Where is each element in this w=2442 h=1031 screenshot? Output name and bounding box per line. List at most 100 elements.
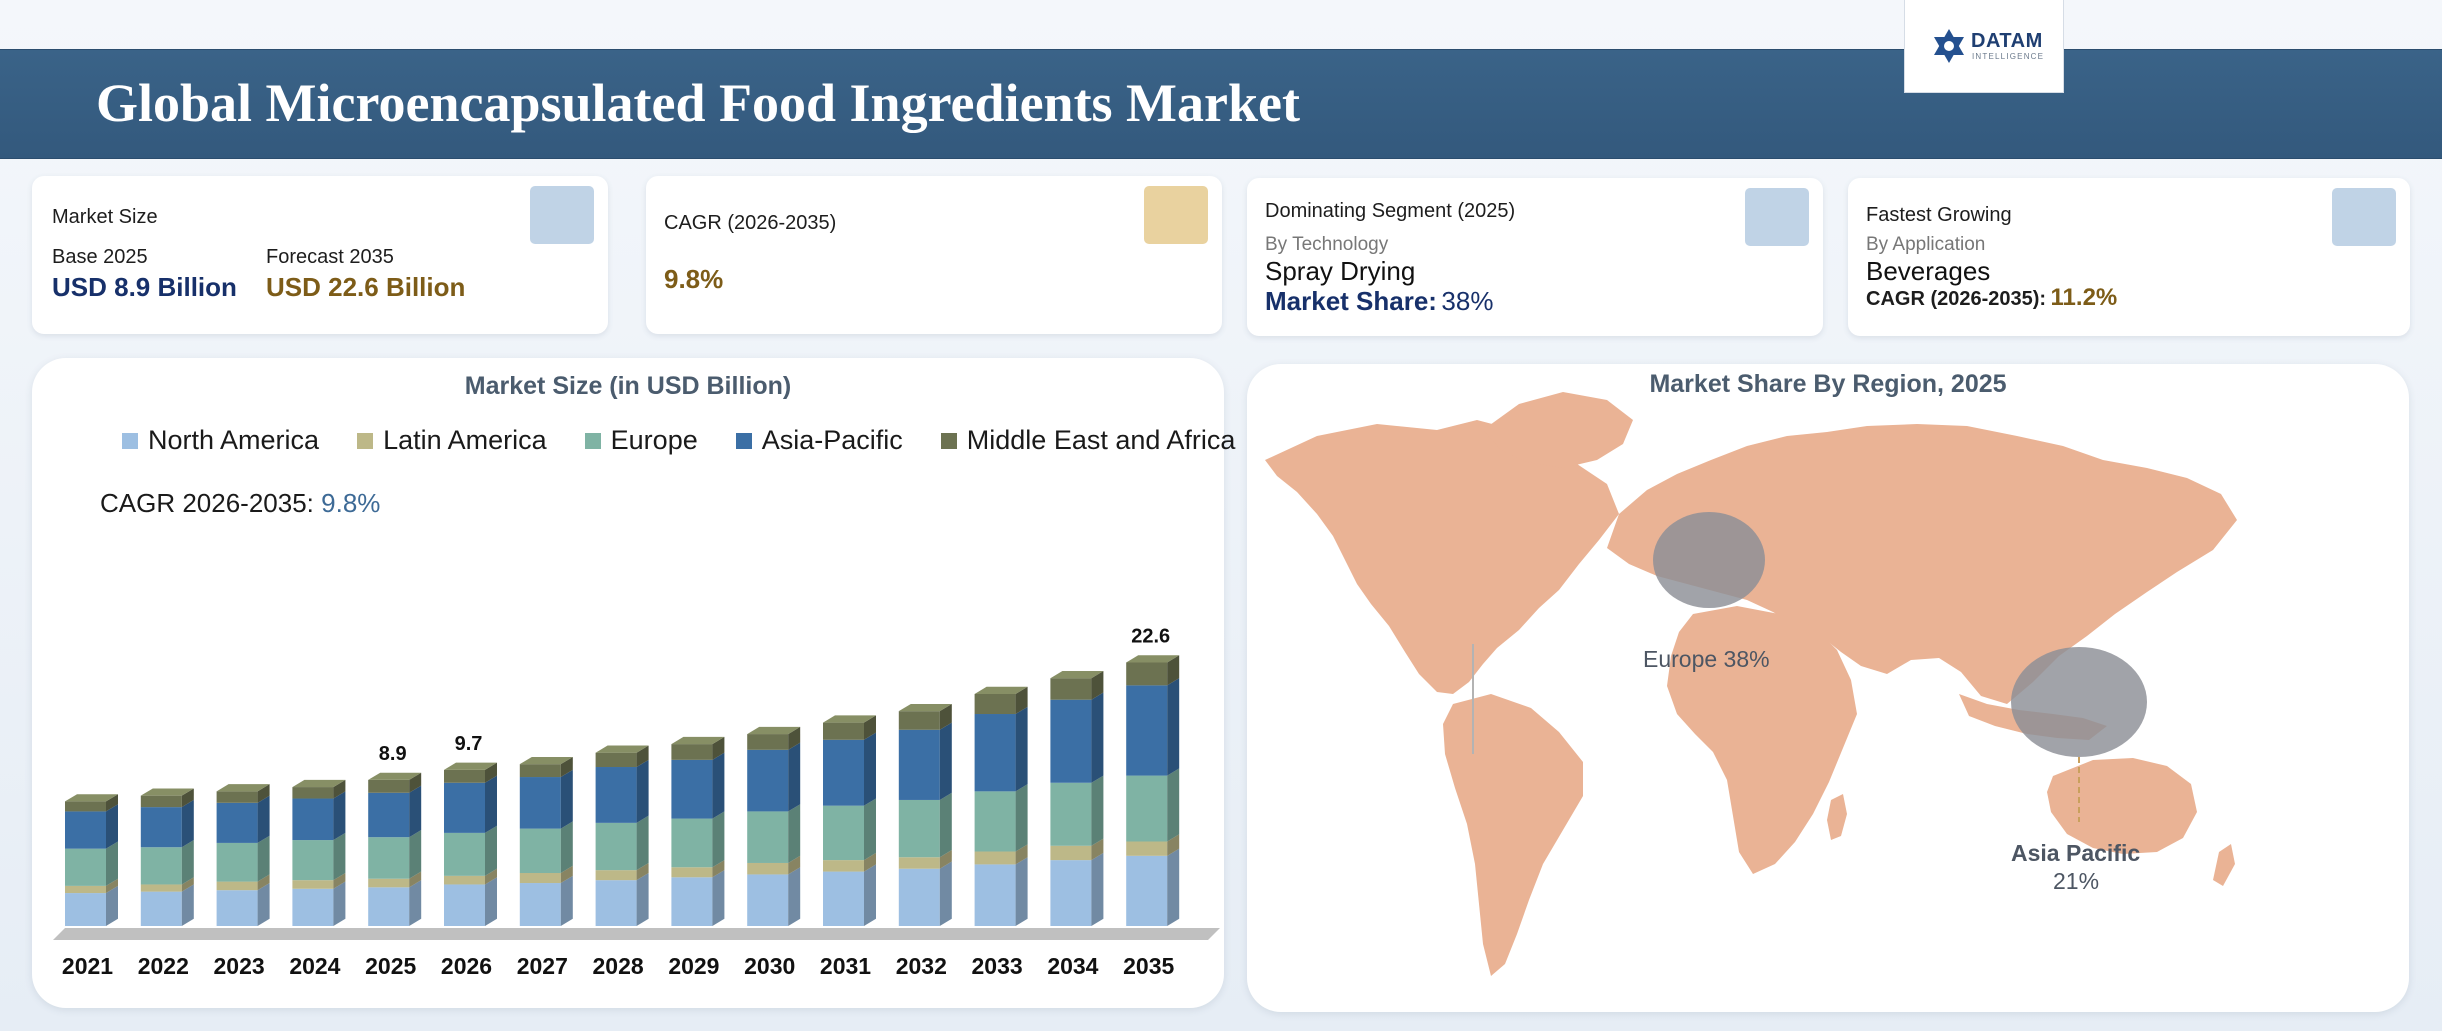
legend-label: North America	[148, 425, 320, 455]
north-america-landmass[interactable]	[1265, 420, 1619, 694]
bar-segment-side	[181, 877, 194, 892]
bar-2022	[140, 788, 194, 926]
bar-segment-side	[106, 885, 118, 926]
market-share-row: Market Share: 38%	[1265, 286, 1493, 317]
legend-label: Europe	[610, 425, 698, 455]
x-tick-label: 2029	[668, 953, 719, 979]
bar-segment	[747, 749, 789, 812]
x-tick-label: 2035	[1123, 953, 1174, 979]
legend-label: Middle East and Africa	[966, 425, 1236, 455]
legend-item-middle-east-africa[interactable]: Middle East and Africa	[940, 425, 1236, 456]
bar-segment	[1050, 782, 1092, 846]
bar-segment-side	[636, 862, 649, 881]
bar-segment	[65, 848, 106, 886]
legend-item-asia-pacific[interactable]: Asia-Pacific	[735, 425, 903, 456]
legend-item-europe[interactable]: Europe	[584, 425, 698, 456]
bar-segment	[823, 871, 864, 926]
bar-segment-side	[939, 861, 952, 926]
card-swatch	[530, 186, 594, 244]
bar-segment-side	[485, 877, 497, 926]
bar-segment	[292, 888, 334, 926]
bar-segment	[671, 759, 713, 819]
bar-segment	[65, 885, 106, 894]
company-logo[interactable]: DATAM INTELLIGENCE	[1904, 0, 2064, 93]
bar-top-cap	[898, 703, 952, 712]
legend-item-latin-america[interactable]: Latin America	[357, 425, 547, 456]
bar-segment-side	[788, 855, 801, 875]
bar-segment-side	[409, 785, 422, 838]
bar-segment	[292, 798, 334, 841]
x-tick-label: 2023	[214, 953, 265, 979]
legend-swatch	[122, 432, 138, 449]
bar-segment	[898, 799, 940, 858]
title-bar: Global Microencapsulated Food Ingredient…	[0, 49, 2442, 159]
new-zealand-landmass[interactable]	[2213, 844, 2235, 886]
bar-2028	[595, 745, 649, 926]
legend-item-north-america[interactable]: North America	[122, 425, 319, 456]
x-tick-label: 2032	[896, 953, 947, 979]
bar-segment-side	[864, 715, 876, 740]
bar-segment	[292, 880, 334, 889]
bar-segment-side	[409, 772, 422, 793]
x-tick-label: 2026	[441, 953, 492, 979]
bar-segment	[216, 842, 258, 882]
bar-segment-side	[636, 872, 649, 926]
bar-2029	[671, 736, 725, 926]
bar-segment-side	[864, 852, 876, 872]
x-tick-label: 2034	[1047, 953, 1098, 979]
bar-segment-side	[181, 884, 194, 926]
africa-landmass[interactable]	[1667, 606, 1857, 874]
bar-segment-side	[788, 726, 801, 750]
world-map	[1265, 392, 2237, 976]
australia-landmass[interactable]	[2047, 758, 2197, 854]
greenland-landmass[interactable]	[1483, 392, 1633, 468]
asia-pacific-bubble[interactable]	[2011, 647, 2147, 757]
bar-segment	[595, 870, 637, 881]
bar-segment	[216, 890, 258, 926]
bar-segment	[1126, 662, 1168, 686]
bar-segment-side	[1015, 706, 1028, 792]
bar-segment	[519, 828, 561, 874]
bar-segment-side	[257, 835, 270, 882]
bar-segment	[140, 847, 182, 885]
bar-top-cap	[292, 779, 346, 788]
south-america-landmass[interactable]	[1443, 694, 1583, 976]
bar-segment-side	[1091, 692, 1104, 783]
x-tick-label: 2021	[62, 953, 113, 979]
bar-segment-side	[712, 736, 725, 760]
x-tick-label: 2028	[593, 953, 644, 979]
bar-segment	[1126, 855, 1168, 926]
fastest-cagr-row: CAGR (2026-2035): 11.2%	[1866, 284, 2117, 312]
bar-top-cap	[65, 794, 118, 802]
bar-2021	[65, 794, 118, 926]
bar-segment	[898, 729, 940, 800]
bar-segment	[444, 782, 485, 833]
bar-segment-side	[939, 792, 952, 858]
bar-segment	[1050, 860, 1092, 926]
bar-segment-side	[939, 703, 952, 730]
bar-segment-side	[257, 795, 270, 843]
bar-segment	[444, 875, 485, 885]
bar-segment	[974, 714, 1016, 792]
eurasia-landmass[interactable]	[1607, 424, 2237, 704]
europe-bubble[interactable]	[1653, 512, 1765, 608]
bar-segment	[216, 802, 258, 843]
market-share-map-panel: Market Share By Region, 2025 Europe 38% …	[1247, 364, 2409, 1012]
bar-top-cap	[671, 736, 725, 745]
bar-segment	[216, 881, 258, 891]
madagascar-landmass[interactable]	[1827, 794, 1847, 840]
bar-segment	[519, 777, 561, 829]
bar-segment-side	[1015, 784, 1028, 852]
bar-top-cap	[595, 745, 649, 753]
legend-swatch	[357, 432, 374, 449]
fastest-cagr-value: 11.2%	[2050, 284, 2118, 311]
forecast-year-label: Forecast 2035	[266, 246, 394, 268]
fastest-growing-label: Fastest Growing	[1866, 204, 2012, 226]
cagr-card: CAGR (2026-2035) 9.8%	[646, 176, 1222, 334]
bar-segment-side	[485, 825, 497, 876]
x-tick-label: 2033	[972, 953, 1023, 979]
bar-2026	[444, 762, 497, 926]
bar-segment-side	[864, 732, 876, 806]
dominating-segment-name: Spray Drying	[1265, 256, 1416, 286]
legend-swatch	[735, 432, 752, 449]
